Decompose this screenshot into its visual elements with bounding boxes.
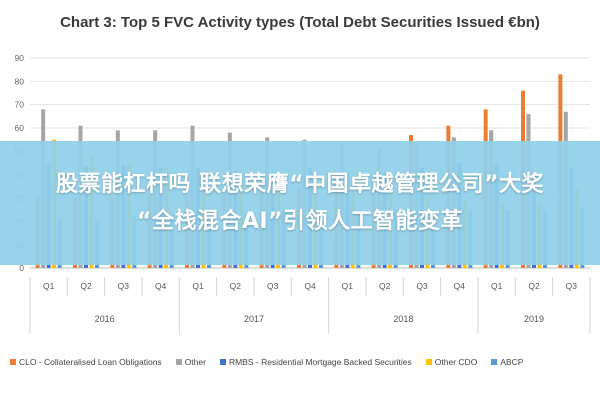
legend-label: ABCP	[500, 357, 524, 367]
x-tick-label: Q2	[528, 281, 540, 291]
year-group-label: 2016	[95, 314, 115, 324]
legend-label: CLO - Collateralised Loan Obligations	[19, 357, 162, 367]
x-tick-label: Q2	[379, 281, 391, 291]
legend-label: Other CDO	[434, 357, 478, 367]
y-tick-label: 80	[15, 76, 25, 86]
legend-label: RMBS - Residential Mortgage Backed Secur…	[228, 357, 412, 367]
x-tick-label: Q1	[192, 281, 204, 291]
x-tick-label: Q4	[304, 281, 316, 291]
x-tick-label: Q3	[416, 281, 428, 291]
banner-headline-line-1[interactable]: 股票能杠杆吗 联想荣膺“中国卓越管理公司”大奖	[55, 172, 545, 197]
x-tick-label: Q2	[230, 281, 242, 291]
x-tick-label: Q3	[118, 281, 130, 291]
legend-swatch	[425, 359, 432, 365]
y-tick-label: 0	[19, 263, 24, 273]
year-group-label: 2017	[244, 314, 264, 324]
y-tick-label: 70	[15, 100, 25, 110]
chart-title: Chart 3: Top 5 FVC Activity types (Total…	[60, 14, 540, 31]
chart-legend: CLO - Collateralised Loan Obligations Oth…	[10, 353, 595, 371]
legend-item: Other CDO	[425, 357, 478, 367]
year-group-label: 2018	[393, 314, 413, 324]
x-tick-label: Q3	[566, 281, 578, 291]
legend-swatch	[175, 359, 182, 365]
x-tick-label: Q1	[43, 281, 55, 291]
overlay-banner[interactable]	[0, 141, 600, 265]
legend-swatch	[10, 359, 16, 365]
legend-swatch	[219, 359, 226, 365]
x-tick-label: Q3	[267, 281, 279, 291]
x-tick-label: Q4	[454, 281, 466, 291]
banner-headline-line-2[interactable]: “全栈混合AI”引领人工智能变革	[136, 209, 464, 234]
legend-swatch	[491, 359, 498, 365]
x-tick-label: Q2	[80, 281, 92, 291]
x-tick-label: Q1	[491, 281, 503, 291]
y-tick-label: 60	[15, 123, 25, 133]
legend-item: ABCP	[491, 357, 523, 367]
x-tick-label: Q4	[155, 281, 167, 291]
x-tick-label: Q1	[342, 281, 354, 291]
y-tick-label: 90	[15, 53, 25, 63]
legend-label: Other	[184, 357, 206, 367]
legend-item: RMBS - Residential Mortgage Backed Secur…	[219, 357, 412, 367]
legend-item: Other	[175, 357, 206, 367]
year-group-label: 2019	[524, 314, 544, 324]
legend-item: CLO - Collateralised Loan Obligations	[10, 357, 162, 367]
